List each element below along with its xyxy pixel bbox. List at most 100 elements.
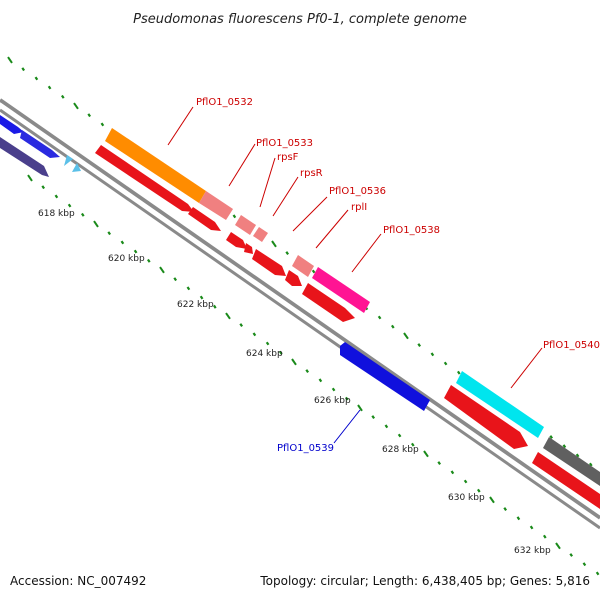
scale-labels: 618 kbp 620 kbp 622 kbp 624 kbp 626 kbp … [38, 209, 551, 556]
scale-tick [417, 343, 422, 348]
scale-tick [503, 507, 508, 512]
scale-tick [311, 269, 316, 274]
label-pfl01-0533[interactable]: PflO1_0533 [256, 138, 313, 149]
scale-tick [542, 534, 547, 539]
gene-g2[interactable] [0, 137, 49, 177]
accession-text: Accession: NC_007492 [10, 574, 146, 588]
gene-red-small-b[interactable] [244, 243, 253, 254]
scale-tick [239, 323, 244, 328]
scale-tick [371, 415, 376, 420]
scale-tick [232, 214, 237, 219]
tick-label-630: 630 kbp [448, 493, 485, 503]
gene-red-small-c[interactable] [252, 249, 286, 276]
scale-tick [7, 56, 13, 64]
scale-tick [199, 295, 204, 300]
scale-tick [403, 332, 409, 340]
tick-label-628: 628 kbp [382, 445, 419, 455]
scale-tick [27, 174, 33, 182]
scale-tick [67, 203, 72, 208]
label-rpsr[interactable]: rpsR [300, 168, 323, 179]
label-rpli[interactable]: rplI [351, 202, 367, 213]
tick-label-620: 620 kbp [108, 254, 145, 264]
gene-g8[interactable] [253, 227, 268, 242]
scale-tick [555, 542, 561, 550]
scale-tick [588, 462, 593, 467]
scale-tick [456, 370, 461, 375]
scale-tick [265, 341, 270, 346]
scale-tick [423, 450, 429, 458]
gene-g11[interactable] [312, 267, 370, 313]
scale-tick [529, 525, 534, 530]
scale-tick [159, 266, 165, 274]
scale-tick [271, 240, 277, 248]
genome-backbone [0, 98, 600, 530]
scale-tick [252, 332, 257, 337]
scale-tick [54, 194, 59, 199]
gene-g12[interactable] [302, 283, 355, 322]
scale-tick [390, 324, 395, 329]
genome-summary-text: Topology: circular; Length: 6,438,405 bp… [259, 574, 590, 588]
gene-g4b[interactable] [72, 163, 81, 172]
tick-label-618: 618 kbp [38, 209, 75, 219]
scale-tick [73, 102, 79, 110]
gene-g7[interactable] [235, 215, 256, 235]
scale-tick [476, 488, 481, 493]
label-pfl01-0538[interactable]: PflO1_0538 [383, 225, 440, 236]
scale-tick [47, 85, 52, 90]
scale-tick [489, 496, 495, 504]
gene-g14[interactable] [456, 371, 544, 438]
scale-tick [93, 220, 99, 228]
scale-tick [569, 553, 574, 557]
tick-label-626: 626 kbp [314, 396, 351, 406]
scale-tick [357, 404, 363, 412]
scale-tick [80, 212, 85, 217]
gene-g1[interactable] [0, 115, 24, 134]
gene-g5[interactable] [105, 128, 206, 203]
scale-tick [305, 369, 310, 374]
forward-tick-tracks [7, 56, 600, 576]
tick-label-624: 624 kbp [246, 349, 283, 359]
scale-tick [397, 433, 402, 438]
label-pfl01-0540[interactable]: PflO1_0540 [543, 340, 600, 351]
scale-tick [331, 387, 336, 392]
label-pfl01-0539[interactable]: PflO1_0539 [277, 443, 334, 454]
gene-red-small-a[interactable] [226, 232, 247, 249]
gene-red-right-b[interactable] [532, 452, 600, 509]
scale-tick [463, 479, 468, 484]
gene-g4a[interactable] [64, 155, 73, 166]
scale-tick [173, 277, 178, 282]
scale-tick [582, 562, 587, 567]
gene-red-strip-b[interactable] [188, 207, 221, 231]
scale-tick [575, 453, 580, 458]
scale-tick [437, 461, 442, 466]
scale-tick [186, 286, 191, 291]
gene-red-strip-a[interactable] [95, 145, 194, 212]
label-pfl01-0536[interactable]: PflO1_0536 [329, 186, 386, 197]
scale-tick [450, 470, 455, 475]
scale-tick [212, 304, 217, 309]
gene-features [0, 115, 600, 509]
scale-tick [384, 424, 389, 429]
scale-tick [430, 352, 435, 357]
gene-g6[interactable] [199, 191, 233, 220]
gene-red-small-d[interactable] [285, 270, 302, 286]
scale-tick [344, 396, 349, 401]
scale-tick [285, 251, 290, 256]
scale-tick [549, 435, 554, 439]
scale-tick [133, 249, 138, 254]
scale-tick [410, 442, 415, 447]
scale-tick [278, 350, 283, 355]
gene-g10[interactable] [292, 255, 314, 277]
label-pfl01-0532[interactable]: PflO1_0532 [196, 97, 253, 108]
scale-tick [595, 571, 600, 576]
scale-tick [87, 113, 92, 118]
gene-g13[interactable] [340, 342, 430, 411]
gene-g15[interactable] [543, 437, 600, 486]
gene-red-right-a[interactable] [444, 385, 528, 449]
gene-g3[interactable] [20, 130, 60, 158]
label-rpsf[interactable]: rpsF [277, 152, 299, 163]
scale-tick [562, 444, 567, 449]
tick-label-622: 622 kbp [177, 300, 214, 310]
